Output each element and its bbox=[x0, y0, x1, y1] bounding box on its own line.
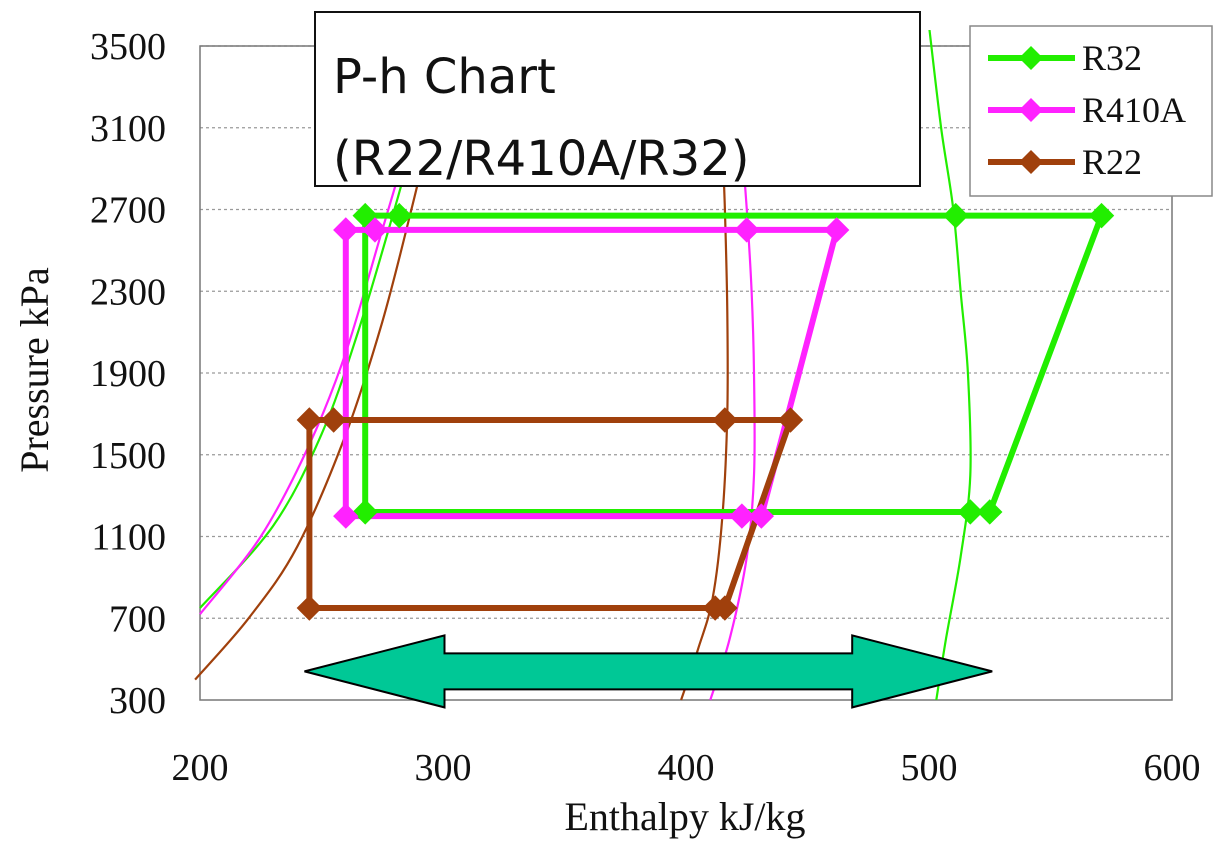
marker-r32-5 bbox=[957, 499, 984, 525]
x-tick-labels: 200 300 400 500 600 bbox=[172, 747, 1201, 789]
marker-r410a-4 bbox=[748, 503, 775, 529]
x-axis-label: Enthalpy kJ/kg bbox=[564, 794, 805, 839]
y-tick-label-3100: 3100 bbox=[90, 108, 166, 150]
marker-r32-2 bbox=[943, 202, 969, 229]
legend-label-r22: R22 bbox=[1082, 142, 1142, 182]
marker-r32-3 bbox=[1088, 202, 1115, 229]
x-tick-label-500: 500 bbox=[901, 747, 958, 789]
x-tick-label-600: 600 bbox=[1144, 747, 1201, 789]
y-tick-label-3500: 3500 bbox=[90, 26, 166, 68]
cycle-line-r32 bbox=[362, 212, 1105, 515]
title-box: P-h Chart (R22/R410A/R32) bbox=[314, 11, 921, 187]
marker-r32-4 bbox=[977, 499, 1003, 525]
y-tick-labels: 300 700 1100 1500 1900 2300 2700 3100 3500 bbox=[90, 26, 166, 722]
legend-label-r32: R32 bbox=[1082, 38, 1142, 78]
marker-r410a-6 bbox=[333, 503, 359, 529]
cycle-markers bbox=[296, 202, 1115, 621]
x-tick-label-200: 200 bbox=[172, 747, 229, 789]
marker-r410a-1 bbox=[362, 217, 388, 243]
marker-r32-6 bbox=[352, 499, 378, 525]
y-axis-label: Pressure kPa bbox=[12, 267, 57, 473]
sat-liquid-curve-r410a bbox=[199, 147, 408, 615]
marker-r410a-5 bbox=[729, 503, 755, 529]
marker-r22-2 bbox=[320, 407, 347, 433]
y-tick-label-1100: 1100 bbox=[91, 517, 166, 559]
y-tick-label-1500: 1500 bbox=[90, 435, 166, 477]
marker-r22-3 bbox=[712, 407, 738, 433]
legend-label-r410a: R410A bbox=[1082, 90, 1186, 130]
y-tick-label-2300: 2300 bbox=[90, 271, 166, 313]
y-tick-label-2700: 2700 bbox=[90, 190, 166, 232]
legend: R32 R410A R22 bbox=[969, 25, 1213, 197]
chart-title-line-2: (R22/R410A/R32) bbox=[333, 131, 749, 187]
cycle-lines bbox=[306, 212, 1105, 611]
y-tick-label-700: 700 bbox=[109, 598, 166, 640]
y-tick-label-1900: 1900 bbox=[90, 353, 166, 395]
double-arrow-annotation bbox=[304, 634, 993, 709]
legend-marker-r22 bbox=[1019, 150, 1043, 174]
y-tick-label-300: 300 bbox=[109, 680, 166, 722]
x-tick-label-300: 300 bbox=[415, 747, 472, 789]
marker-r410a-0 bbox=[333, 217, 359, 243]
marker-r22-4 bbox=[777, 407, 804, 433]
double-arrow-shape bbox=[304, 634, 993, 709]
legend-marker-r32 bbox=[1019, 46, 1043, 70]
marker-r22-0 bbox=[296, 595, 323, 621]
marker-r410a-3 bbox=[823, 217, 850, 243]
x-tick-label-400: 400 bbox=[658, 747, 715, 789]
marker-r22-1 bbox=[296, 407, 323, 433]
marker-r32-1 bbox=[386, 202, 412, 229]
cycle-line-r410a bbox=[342, 226, 840, 520]
sat-vapor-curve-r32 bbox=[928, 30, 972, 701]
marker-r410a-2 bbox=[734, 217, 760, 243]
legend-marker-r410a bbox=[1019, 98, 1043, 122]
chart-title-line-1: P-h Chart bbox=[333, 49, 556, 105]
marker-r22-6 bbox=[702, 595, 728, 621]
